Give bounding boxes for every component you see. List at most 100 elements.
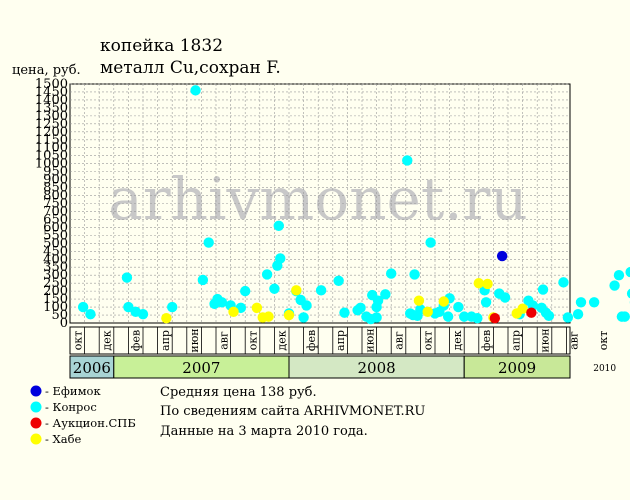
data-point — [499, 292, 511, 303]
legend-label: - Конрос — [45, 400, 97, 414]
x-month-label: фев — [130, 330, 143, 351]
y-tick-label: 100 — [43, 300, 68, 315]
legend-marker — [30, 433, 42, 445]
watermark: arhivmonet.ru — [108, 165, 527, 233]
data-point — [482, 278, 493, 290]
chart-title-line2: металл Cu,сохран F. — [100, 58, 281, 78]
legend-label: - Аукцион.СПБ — [45, 416, 136, 430]
x-month-label: окт — [71, 331, 84, 351]
data-point — [190, 85, 201, 96]
data-point — [558, 277, 569, 288]
data-point — [77, 301, 89, 313]
y-tick-label: 650 — [43, 212, 68, 227]
legend-marker — [30, 385, 42, 397]
x-month-label: дек — [276, 330, 289, 350]
year-label: 2009 — [498, 359, 536, 377]
y-tick-label: 1450 — [35, 85, 68, 100]
data-point — [283, 309, 295, 321]
data-point — [562, 312, 574, 323]
data-point — [402, 155, 413, 166]
data-point — [409, 269, 420, 280]
legend-marker — [30, 401, 42, 413]
data-point — [472, 313, 483, 324]
y-tick-label: 1100 — [35, 141, 68, 156]
data-point — [301, 300, 312, 311]
y-tick-label: 1150 — [35, 133, 68, 148]
legend-label: - Хабе — [45, 432, 82, 446]
data-point — [480, 297, 492, 308]
y-tick-label: 1000 — [35, 157, 68, 172]
info-source: По сведениям сайта ARHIVMONET.RU — [160, 404, 425, 419]
data-point — [422, 306, 433, 318]
legend-marker — [30, 417, 42, 429]
y-tick-label: 1400 — [35, 93, 68, 108]
y-tick-label: 900 — [43, 173, 68, 188]
x-month-label: июн — [188, 328, 201, 352]
y-tick-label: 950 — [43, 165, 68, 180]
data-point — [197, 274, 209, 286]
data-point — [537, 284, 549, 295]
data-point — [588, 297, 600, 308]
data-point — [251, 302, 263, 314]
x-month-label: окт — [597, 331, 610, 351]
month-strip — [69, 326, 571, 355]
y-tick-label: 1500 — [35, 77, 68, 92]
data-point — [517, 303, 528, 314]
data-point — [275, 253, 286, 264]
y-tick-label: 1300 — [35, 109, 68, 124]
data-point — [425, 237, 436, 248]
data-point — [572, 309, 584, 320]
data-point — [216, 297, 228, 308]
x-month-label: дек — [101, 330, 114, 350]
data-point — [85, 309, 96, 320]
x-month-label: апр — [509, 330, 522, 351]
info-date: Данные на 3 марта 2010 года. — [160, 424, 368, 439]
data-point — [626, 288, 630, 299]
data-point — [526, 307, 537, 318]
y-tick-label: 0 — [60, 316, 68, 331]
x-month-label: авг — [393, 331, 406, 350]
y-tick-label: 500 — [43, 236, 68, 251]
y-tick-label: 350 — [43, 260, 68, 275]
y-tick-label: 250 — [43, 276, 68, 291]
data-point — [291, 285, 302, 296]
data-point — [438, 296, 449, 307]
data-point — [161, 313, 172, 324]
data-point — [625, 266, 630, 278]
data-point — [137, 309, 149, 320]
data-point — [240, 285, 251, 297]
y-axis-label: цена, руб. — [12, 63, 81, 78]
data-point — [261, 269, 273, 280]
y-tick-label: 1350 — [35, 101, 68, 116]
y-axis: 0501001502002503003504004505005506006507… — [35, 77, 68, 331]
y-tick-label: 550 — [43, 228, 68, 243]
grid — [70, 83, 570, 323]
y-tick-label: 1200 — [35, 125, 68, 140]
legend-label: - Ефимок — [45, 384, 101, 398]
data-point — [339, 307, 350, 318]
data-point — [496, 250, 508, 262]
data-point — [453, 301, 464, 313]
y-tick-label: 150 — [43, 292, 68, 307]
data-point — [619, 311, 630, 322]
data-point — [333, 275, 344, 286]
data-point — [473, 277, 484, 289]
data-point — [269, 283, 280, 294]
data-point — [203, 237, 214, 248]
x-month-label: дек — [451, 330, 464, 350]
x-month-label: окт — [422, 331, 435, 351]
y-tick-label: 300 — [43, 268, 68, 283]
y-tick-label: 1050 — [35, 149, 68, 164]
data-point — [121, 272, 133, 283]
data-point — [315, 285, 327, 296]
data-point — [167, 301, 178, 313]
year-label: 2010 — [593, 364, 616, 374]
year-label: 2007 — [182, 359, 220, 377]
data-points — [77, 85, 630, 325]
chart-title-line1: копейка 1832 — [100, 36, 223, 56]
data-point — [372, 295, 384, 306]
data-point — [228, 306, 239, 318]
data-point — [489, 313, 501, 324]
x-axis-months: окт дек фев апр июн авг окт дек фев апр июн авг окт д… — [69, 326, 630, 355]
